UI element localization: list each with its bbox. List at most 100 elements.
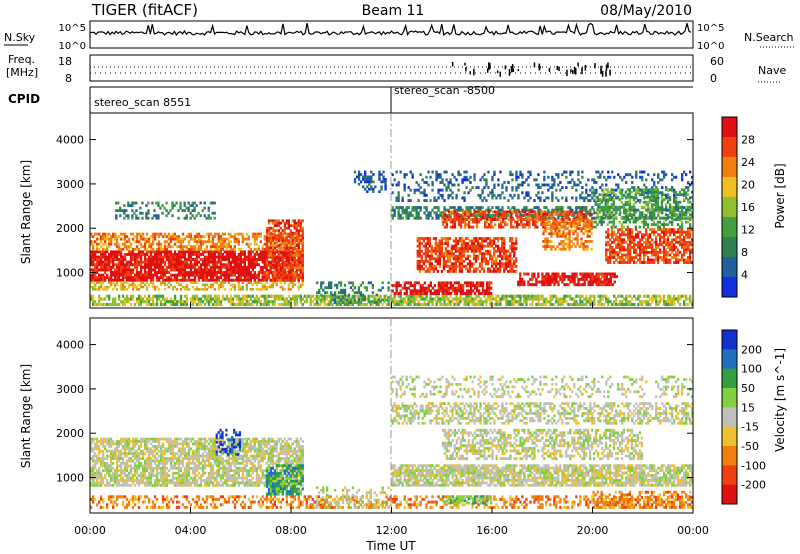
range-cell bbox=[249, 265, 252, 269]
range-cell bbox=[155, 273, 159, 277]
range-cell bbox=[141, 235, 145, 239]
range-cell bbox=[457, 220, 461, 224]
range-cell bbox=[191, 303, 195, 307]
range-cell bbox=[90, 242, 93, 246]
range-cell bbox=[187, 271, 191, 274]
range-cell bbox=[119, 214, 122, 218]
range-cell bbox=[465, 213, 469, 216]
range-cell bbox=[441, 178, 444, 182]
range-cell bbox=[110, 278, 113, 282]
range-cell bbox=[119, 260, 123, 264]
range-cell bbox=[277, 244, 281, 247]
range-cell bbox=[427, 303, 430, 307]
range-cell bbox=[645, 214, 648, 217]
range-cell bbox=[177, 273, 181, 277]
range-cell bbox=[279, 250, 282, 254]
range-cell bbox=[501, 183, 504, 187]
range-cell bbox=[430, 257, 434, 261]
range-cell bbox=[501, 262, 504, 266]
range-cell bbox=[683, 303, 686, 307]
range-cell bbox=[291, 294, 294, 298]
range-cell bbox=[110, 276, 113, 280]
range-cell bbox=[397, 208, 400, 212]
range-cell bbox=[171, 260, 175, 264]
range-cell bbox=[171, 278, 175, 282]
range-cell bbox=[515, 175, 518, 179]
range-cell bbox=[407, 294, 410, 298]
range-cell bbox=[163, 235, 167, 239]
range-cell bbox=[578, 210, 581, 214]
range-cell bbox=[349, 303, 352, 307]
range-cell bbox=[562, 210, 565, 214]
range-cell bbox=[211, 278, 215, 282]
range-cell bbox=[121, 300, 125, 304]
range-cell bbox=[343, 297, 346, 301]
range-cell bbox=[115, 273, 119, 277]
range-cell bbox=[687, 303, 690, 307]
range-cell bbox=[501, 208, 504, 212]
range-cell bbox=[261, 265, 264, 269]
range-cell bbox=[559, 300, 562, 304]
range-cell bbox=[487, 252, 490, 256]
range-cell bbox=[123, 303, 127, 307]
range-cell bbox=[411, 175, 414, 179]
range-cell bbox=[488, 223, 491, 227]
range-cell bbox=[94, 276, 97, 280]
range-cell bbox=[541, 283, 544, 287]
range-cell bbox=[179, 300, 183, 304]
range-cell bbox=[90, 250, 93, 254]
range-cell bbox=[639, 211, 642, 215]
range-cell bbox=[667, 294, 670, 298]
range-cell bbox=[597, 175, 600, 179]
range-cell bbox=[127, 250, 131, 254]
range-cell bbox=[147, 265, 151, 269]
range-cell bbox=[247, 260, 250, 264]
range-cell bbox=[667, 300, 670, 304]
range-cell bbox=[161, 278, 165, 282]
range-cell bbox=[562, 218, 565, 221]
range-cell bbox=[119, 258, 123, 261]
range-cell bbox=[171, 273, 175, 277]
nave-mark bbox=[575, 67, 577, 75]
range-cell bbox=[211, 255, 215, 259]
range-cell bbox=[275, 249, 279, 252]
range-cell bbox=[273, 254, 277, 257]
range-cell bbox=[211, 265, 215, 269]
range-cell bbox=[169, 303, 173, 307]
range-cell bbox=[407, 206, 410, 210]
range-cell bbox=[279, 264, 283, 267]
range-cell bbox=[420, 264, 423, 268]
nave-mark bbox=[512, 68, 514, 72]
range-cell bbox=[372, 187, 375, 191]
range-cell bbox=[586, 210, 589, 214]
range-cell bbox=[153, 232, 157, 236]
range-cell bbox=[119, 278, 123, 282]
range-cell bbox=[687, 181, 690, 184]
range-cell bbox=[496, 218, 499, 221]
range-cell bbox=[422, 252, 426, 256]
range-cell bbox=[285, 276, 288, 280]
range-cell bbox=[673, 193, 676, 197]
range-cell bbox=[523, 297, 526, 301]
nave-mark bbox=[605, 64, 608, 71]
range-cell bbox=[275, 260, 278, 264]
range-cell bbox=[459, 297, 462, 301]
range-cell bbox=[183, 263, 187, 267]
range-cell bbox=[474, 249, 478, 253]
range-cell bbox=[155, 232, 159, 236]
range-cell bbox=[211, 268, 215, 272]
range-cell bbox=[125, 209, 128, 213]
range-cell bbox=[637, 199, 640, 202]
range-cell bbox=[428, 270, 432, 273]
range-cell bbox=[102, 235, 105, 239]
range-cell bbox=[285, 219, 288, 223]
range-cell bbox=[171, 237, 175, 241]
range-cell bbox=[100, 278, 103, 282]
range-cell bbox=[149, 235, 153, 239]
range-cell bbox=[92, 258, 95, 261]
range-cell bbox=[476, 249, 480, 253]
range-cell bbox=[279, 242, 282, 246]
range-cell bbox=[465, 300, 468, 304]
range-cell bbox=[459, 214, 462, 217]
